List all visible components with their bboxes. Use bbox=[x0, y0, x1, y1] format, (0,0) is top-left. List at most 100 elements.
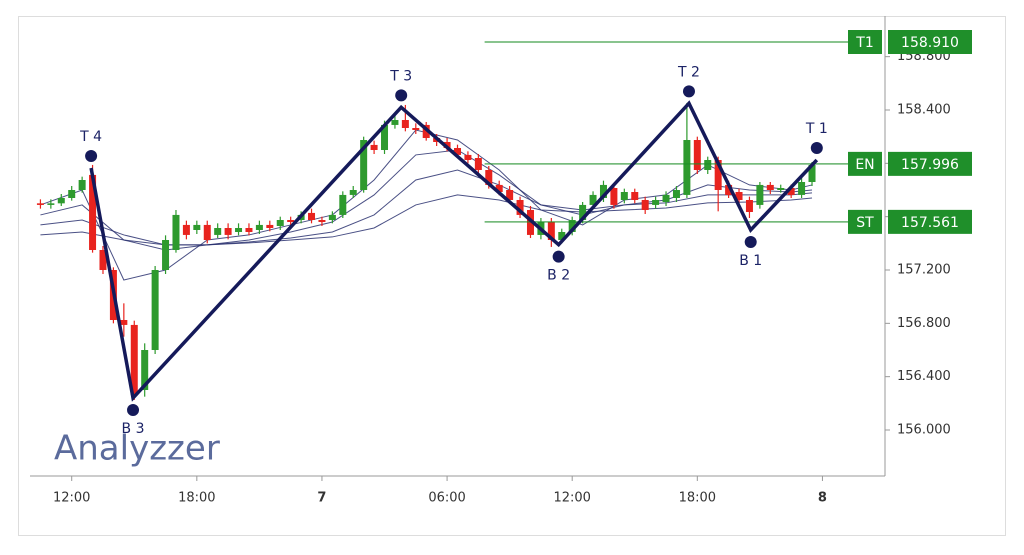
candle-body bbox=[245, 228, 253, 232]
x-tick-label: 12:00 bbox=[53, 491, 90, 506]
level-tag: EN 157.996 bbox=[848, 151, 972, 176]
candle-body bbox=[214, 228, 222, 235]
candle-body bbox=[151, 270, 159, 350]
candle-body bbox=[120, 320, 128, 325]
candle-body bbox=[725, 184, 733, 195]
candle-body bbox=[620, 192, 628, 200]
candle-body bbox=[193, 224, 201, 230]
candle-body bbox=[662, 194, 670, 202]
watermark: Analyzzer bbox=[54, 429, 220, 469]
candle-body bbox=[558, 232, 566, 240]
y-tick-label: 157.200 bbox=[897, 263, 951, 278]
level-name-box bbox=[848, 30, 882, 54]
candle-body bbox=[47, 203, 55, 205]
candle-body bbox=[787, 188, 795, 195]
y-tick-label: 156.800 bbox=[897, 316, 951, 331]
candle-body bbox=[89, 174, 97, 250]
x-tick-label: 18:00 bbox=[178, 491, 215, 506]
candle-body bbox=[318, 220, 326, 222]
candle-body bbox=[714, 160, 722, 190]
y-tick-label: 156.400 bbox=[897, 369, 951, 384]
x-tick-label: 18:00 bbox=[679, 491, 716, 506]
pivot-label: T 3 bbox=[389, 68, 412, 84]
pivot-label: B 1 bbox=[739, 253, 762, 269]
candle-body bbox=[255, 224, 263, 230]
candle-body bbox=[735, 192, 743, 200]
candle-body bbox=[485, 170, 493, 185]
candle-body bbox=[99, 250, 107, 270]
candle-body bbox=[516, 200, 524, 215]
pivot-label: B 2 bbox=[547, 268, 570, 284]
candle-body bbox=[339, 194, 347, 215]
candle-body bbox=[474, 158, 482, 170]
candle-body bbox=[235, 228, 243, 232]
level-price-box bbox=[888, 30, 972, 54]
candle-body bbox=[589, 194, 597, 205]
level-name: ST bbox=[856, 215, 874, 231]
candle-body bbox=[308, 212, 316, 220]
level-price: 157.561 bbox=[901, 215, 959, 231]
candle-body bbox=[808, 164, 816, 182]
candle-body bbox=[579, 204, 587, 220]
candle-body bbox=[224, 228, 232, 235]
candle-body bbox=[203, 224, 211, 240]
candle-body bbox=[610, 188, 618, 205]
candle-body bbox=[766, 184, 774, 190]
candle-body bbox=[287, 220, 295, 222]
candle-body bbox=[454, 148, 461, 155]
candle-body bbox=[412, 128, 420, 130]
candle-body bbox=[182, 224, 190, 235]
x-tick-label: 8 bbox=[818, 491, 827, 506]
candle-body bbox=[704, 160, 712, 170]
candle-body bbox=[547, 222, 555, 240]
candle-body bbox=[141, 350, 149, 390]
candle-body bbox=[130, 324, 138, 395]
pivot-label: B 3 bbox=[122, 421, 145, 437]
zigzag bbox=[89, 100, 819, 402]
level-name-box bbox=[848, 209, 882, 234]
candle-body bbox=[172, 214, 180, 250]
candle-body bbox=[652, 200, 660, 205]
candle-body bbox=[631, 192, 639, 200]
candle-body bbox=[745, 200, 753, 212]
pivot-dot bbox=[810, 142, 823, 154]
candle-body bbox=[276, 220, 284, 226]
candle-body bbox=[78, 180, 86, 190]
pivot-label: T 1 bbox=[805, 121, 828, 137]
level-tag: ST 157.561 bbox=[848, 209, 972, 234]
candle-body bbox=[401, 120, 409, 128]
candle-body bbox=[568, 220, 576, 232]
candle-body bbox=[683, 140, 691, 195]
candle-body bbox=[370, 144, 378, 150]
candle-body bbox=[36, 203, 44, 205]
frame bbox=[18, 16, 1006, 536]
candle-body bbox=[162, 240, 170, 270]
pivot-dot bbox=[85, 150, 98, 162]
level-name: T1 bbox=[855, 35, 873, 51]
candle-body bbox=[798, 182, 806, 195]
candle-body bbox=[599, 184, 607, 198]
pivot-dot bbox=[127, 404, 140, 416]
candle-body bbox=[328, 214, 336, 220]
pivot-label: T 2 bbox=[677, 64, 700, 80]
level-price-box bbox=[888, 209, 972, 234]
candle-body bbox=[443, 142, 451, 148]
level-price-box bbox=[888, 151, 972, 176]
y-tick-label: 158.400 bbox=[897, 103, 951, 118]
level-price: 157.996 bbox=[901, 157, 959, 173]
pivot-dot bbox=[395, 89, 408, 102]
x-tick-label: 7 bbox=[317, 491, 326, 506]
candle-body bbox=[391, 120, 399, 125]
pivot-dot bbox=[744, 236, 757, 248]
candle-body bbox=[349, 190, 357, 195]
x-tick-label: 12:00 bbox=[553, 491, 590, 506]
candle-body bbox=[693, 140, 701, 170]
candle-body bbox=[266, 224, 274, 228]
candle-body bbox=[360, 140, 368, 190]
pivot-label: T 4 bbox=[79, 129, 102, 145]
level-name: EN bbox=[855, 157, 874, 173]
level-tag: T1 158.910 bbox=[848, 30, 972, 54]
candle-body bbox=[464, 154, 472, 160]
candle-body bbox=[777, 188, 785, 190]
candle-body bbox=[641, 200, 649, 210]
